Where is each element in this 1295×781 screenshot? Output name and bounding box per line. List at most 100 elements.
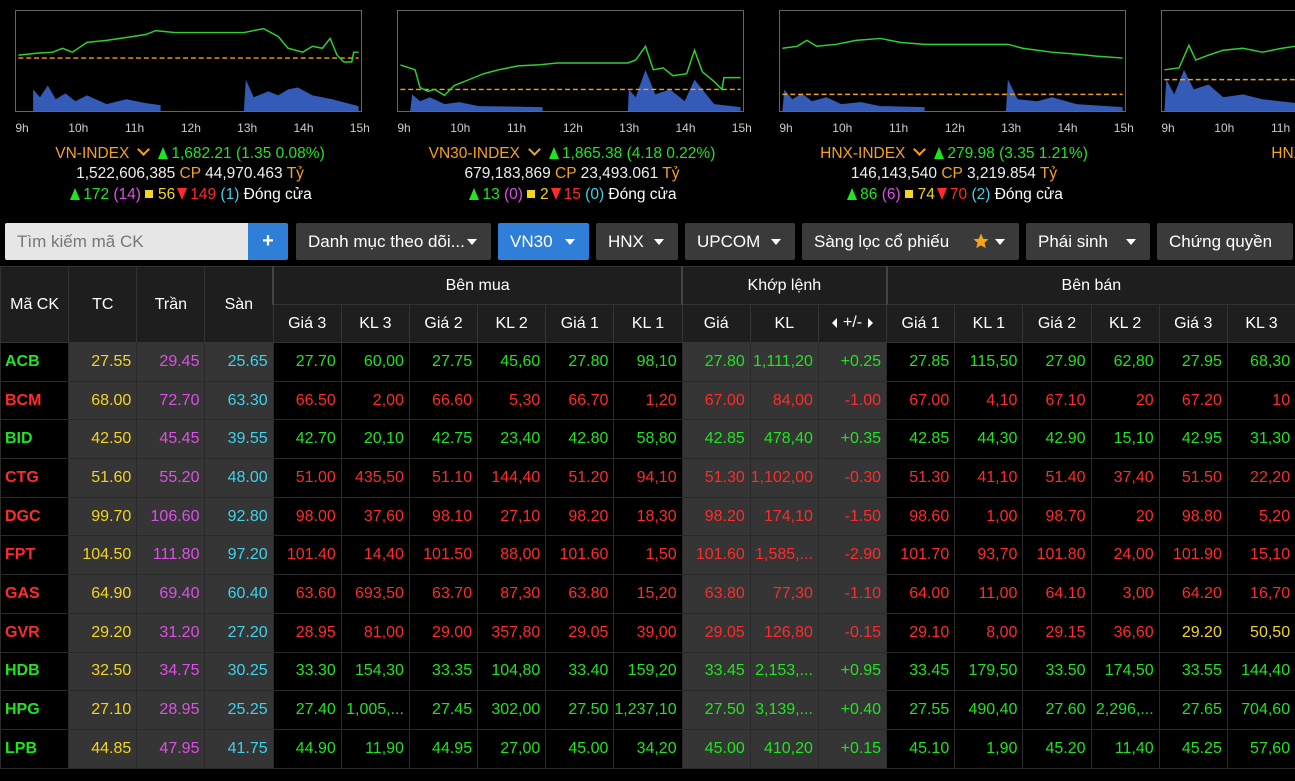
cell: 98.70 — [1022, 496, 1092, 537]
cell: 10 — [1226, 380, 1295, 421]
search-input[interactable]: Tìm kiếm mã CK — [5, 223, 248, 260]
cell: 27.90 — [1022, 342, 1092, 382]
cell: 104.50 — [68, 535, 138, 576]
tab[interactable]: Danh mục theo dõi... — [296, 223, 491, 260]
cell: 97.20 — [204, 535, 274, 576]
cell: 20,10 — [340, 419, 410, 460]
cell: 55.20 — [136, 458, 206, 498]
stock-row[interactable]: ACB 27.55 29.45 25.65 27.70 60,00 27.75 45,60 27… — [0, 342, 1295, 382]
stock-row[interactable]: FPT 104.50 111.80 97.20 101.40 14,40 101.50 88,… — [0, 535, 1295, 576]
index-value: 279.98 — [947, 145, 995, 162]
subheader-cell: KL 1 — [613, 304, 683, 343]
stock-row[interactable]: CTG 51.60 55.20 48.00 51.00 435,50 51.10 144,40… — [0, 458, 1295, 498]
cell: 42.50 — [68, 419, 138, 460]
declines: 70 — [949, 186, 968, 203]
index-line: 146,143,540 CP 3,219.854 Tỷ — [764, 165, 1144, 183]
tab[interactable]: VN30 — [498, 223, 589, 260]
tab[interactable]: UPCOM — [685, 223, 795, 260]
cell: 11,00 — [954, 574, 1024, 614]
cell: 51.40 — [1022, 458, 1092, 498]
cell: 63.80 — [545, 574, 615, 614]
cell: 29.20 — [68, 612, 138, 653]
cell: 51.60 — [68, 458, 138, 498]
stock-row[interactable]: GAS 64.90 69.40 60.40 63.60 693,50 63.70 87,30 6… — [0, 574, 1295, 614]
cell: 88,00 — [477, 535, 547, 576]
icon — [936, 188, 947, 200]
star-icon — [973, 233, 989, 249]
cell: 62,80 — [1090, 342, 1160, 382]
arrow-right[interactable] — [868, 318, 874, 328]
cell: 60,00 — [340, 342, 410, 382]
icon — [469, 188, 480, 200]
change-header: +/- — [831, 314, 874, 332]
cell: 704,60 — [1226, 690, 1295, 730]
index-line: 172 (14) 56 149 (1) Đóng cửa — [0, 186, 380, 204]
cell: 27.60 — [1022, 690, 1092, 730]
cell: 42.70 — [272, 419, 342, 460]
cell: 51.20 — [545, 458, 615, 498]
cell: 1,237,10 — [613, 690, 683, 730]
arrow-left[interactable] — [831, 318, 837, 328]
cell: 41.75 — [204, 728, 274, 769]
index-line: 87,376,8 — [1146, 165, 1295, 183]
cell: 67.00 — [886, 380, 956, 421]
cell: 28.95 — [136, 690, 206, 730]
cell: 25.65 — [204, 342, 274, 382]
tab-label: Danh mục theo dõi... — [308, 232, 465, 251]
cell: 101.90 — [1158, 535, 1228, 576]
cell: 27.65 — [1158, 690, 1228, 730]
icon — [847, 188, 858, 200]
subheader-cell: Giá 1 — [886, 304, 956, 343]
time-label: 11h — [507, 121, 527, 135]
caret — [654, 239, 664, 245]
time-label: 15h — [731, 121, 752, 135]
cell: 410,20 — [749, 728, 819, 769]
add-button[interactable]: + — [248, 223, 288, 260]
cell: 69.40 — [136, 574, 206, 614]
time-label: 10h — [832, 121, 853, 135]
cell: 98,10 — [613, 342, 683, 382]
floor-count: (2) — [971, 186, 991, 203]
cell: 47.95 — [136, 728, 206, 769]
status: Đóng cửa — [994, 186, 1063, 203]
stock-code: GAS — [0, 574, 70, 614]
cell: 99.70 — [68, 496, 138, 537]
cell: 15,10 — [1226, 535, 1295, 576]
tab[interactable]: Sàng lọc cổ phiếu — [802, 223, 1019, 260]
time-label: 10h — [450, 121, 471, 135]
cell: 66.70 — [545, 380, 615, 421]
subheader-cell: Giá — [681, 304, 751, 343]
cell: 41,10 — [954, 458, 1024, 498]
stock-row[interactable]: DGC 99.70 106.60 92.80 98.00 37,60 98.10 27,10 9… — [0, 496, 1295, 537]
tab-label: HNX — [608, 232, 644, 251]
stock-row[interactable]: GVR 29.20 31.20 27.20 28.95 81,00 29.00 357,80 2… — [0, 612, 1295, 653]
cell: 45,60 — [477, 342, 547, 382]
subheader-cell: KL 2 — [477, 304, 547, 343]
tab[interactable]: Phái sinh — [1026, 223, 1150, 260]
stock-row[interactable]: HDB 32.50 34.75 30.25 33.30 154,30 33.35 104,80… — [0, 651, 1295, 692]
tab[interactable]: Chứng quyền — [1157, 223, 1293, 260]
stock-row[interactable]: BCM 68.00 72.70 63.30 66.50 2,00 66.60 5,30 66.7… — [0, 380, 1295, 421]
volume: 146,143,540 — [850, 165, 938, 182]
icon — [913, 143, 927, 156]
cell: 27.50 — [681, 690, 751, 730]
icon — [550, 188, 561, 200]
declines: 15 — [563, 186, 581, 203]
stock-row[interactable]: HPG 27.10 28.95 25.25 27.40 1,005,... 27.45 302… — [0, 690, 1295, 730]
cell: 77,30 — [749, 574, 819, 614]
stock-row[interactable]: LPB 44.85 47.95 41.75 44.90 11,90 44.95 27,00 45… — [0, 728, 1295, 769]
cell: 27.75 — [408, 342, 479, 382]
cell: 68,30 — [1226, 342, 1295, 382]
cell: 435,50 — [340, 458, 410, 498]
stock-code: BCM — [0, 380, 70, 421]
cell: 29.05 — [545, 612, 615, 653]
tab[interactable]: HNX — [596, 223, 678, 260]
stock-row[interactable]: BID 42.50 45.45 39.55 42.70 20,10 42.75 23,40 42… — [0, 419, 1295, 460]
cell: 14,40 — [340, 535, 410, 576]
cell: 27,10 — [477, 496, 547, 537]
header-cell: Bên bán — [885, 266, 1295, 305]
subheader-cell: Giá 3 — [272, 304, 342, 343]
subheader-cell: Giá 1 — [545, 304, 615, 343]
cell: 98.60 — [886, 496, 956, 537]
index-chart — [397, 10, 744, 112]
